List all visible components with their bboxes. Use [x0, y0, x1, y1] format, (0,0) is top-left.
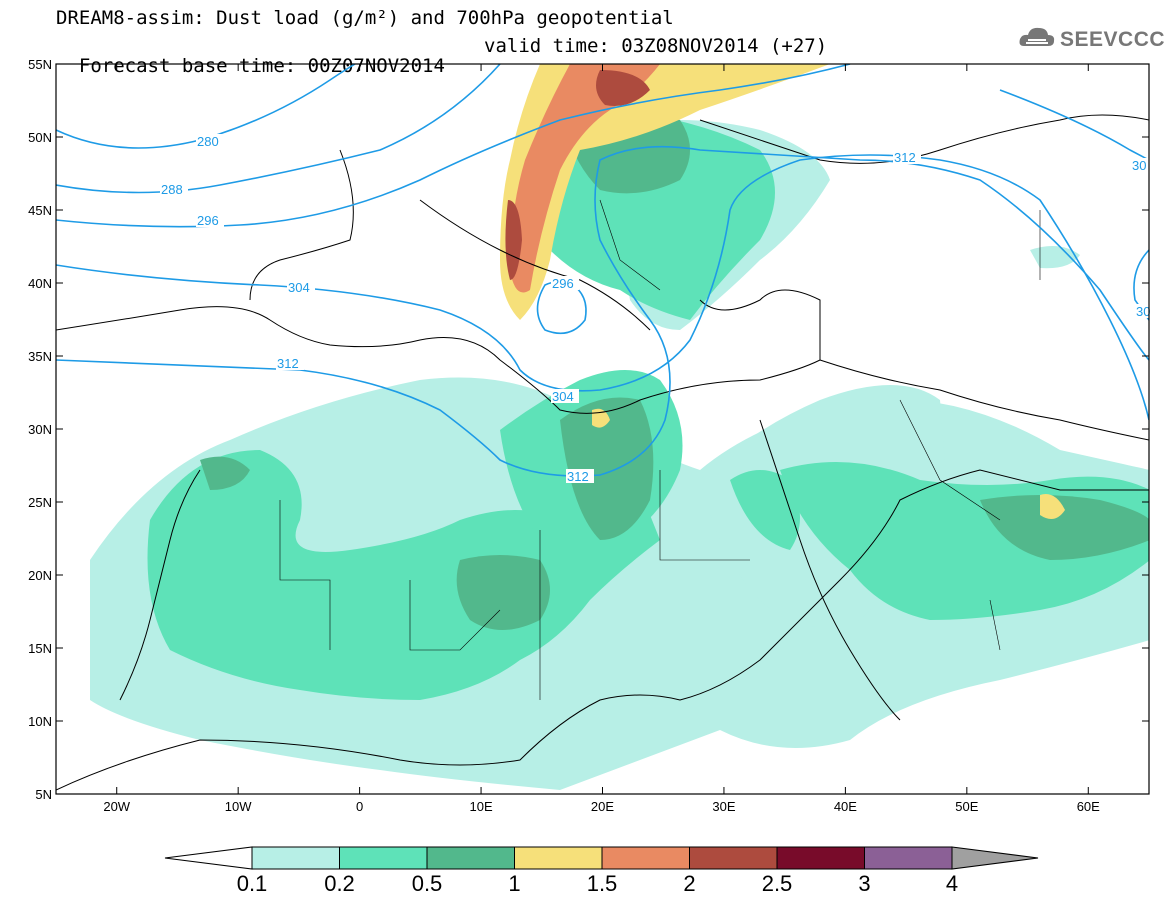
y-tick-label: 5N — [35, 787, 52, 802]
seevccc-logo: SEEVCCC — [1018, 24, 1165, 58]
dust-plume-yellow-gulf — [1040, 494, 1065, 519]
contour-label: 280 — [197, 134, 219, 149]
colorbar-box — [251, 846, 340, 870]
valid-time: valid time: 03Z08NOV2014 (+27) — [484, 35, 828, 57]
contour-label: 312 — [277, 356, 299, 371]
y-tick-label: 20N — [28, 568, 52, 583]
contour-label: 30 — [1136, 304, 1150, 319]
dust-plume-yellow-libya — [592, 408, 610, 428]
contour-east — [999, 89, 1149, 161]
y-tick-label: 40N — [28, 276, 52, 291]
base-time: Forecast base time: 00Z07NOV2014 — [78, 55, 445, 77]
dust-plume-brown — [505, 70, 650, 280]
contour-east-2 — [1133, 249, 1149, 321]
dust-area-dark-arabia — [980, 495, 1149, 560]
dust-area-dark-sahel — [456, 555, 550, 630]
y-tick-label: 35N — [28, 349, 52, 364]
y-tick-label: 50N — [28, 130, 52, 145]
y-tick-label: 10N — [28, 714, 52, 729]
dust-area-dark-west — [200, 456, 250, 490]
x-tick-label: 50E — [955, 799, 978, 814]
x-tick-label: 30E — [712, 799, 735, 814]
colorbar-high-arrow — [951, 846, 1039, 870]
dust-area-dark-corridor — [560, 397, 654, 540]
colorbar-label: 0.1 — [237, 871, 268, 896]
dust-area-light-caucasus — [1030, 246, 1080, 269]
contour-label: 288 — [161, 182, 183, 197]
colorbar: 0.1 0.2 0.5 1 1.5 2 2.5 3 4 — [164, 846, 1039, 896]
x-tick-label: 60E — [1077, 799, 1100, 814]
dust-load-field — [56, 64, 1149, 791]
y-tick-label: 30N — [28, 422, 52, 437]
y-tick-label: 45N — [28, 203, 52, 218]
contour-labels: 280 288 296 304 312 296 304 312 312 30 3… — [160, 134, 1150, 484]
x-tick-label: 20E — [591, 799, 614, 814]
contour-312 — [56, 145, 1149, 477]
contour-label: 304 — [552, 389, 574, 404]
map-title: DREAM8-assim: Dust load (g/m²) and 700hP… — [56, 7, 674, 29]
colorbar-box — [601, 846, 690, 870]
colorbar-box — [864, 846, 953, 870]
dust-plume-orange — [510, 64, 660, 293]
colorbar-label: 2 — [683, 871, 695, 896]
contour-288 — [56, 64, 501, 194]
y-tick-label: 25N — [28, 495, 52, 510]
colorbar-label: 0.5 — [412, 871, 443, 896]
contour-label: 312 — [894, 150, 916, 165]
colorbar-box — [426, 846, 515, 870]
y-tick-label: 55N — [28, 57, 52, 72]
y-tick-label: 15N — [28, 641, 52, 656]
x-axis: 20W 10W 0 10E 20E 30E 40E 50E 60E — [103, 64, 1100, 814]
country-borders — [279, 199, 1041, 700]
colorbar-label: 1 — [508, 871, 520, 896]
colorbar-box — [689, 846, 778, 870]
colorbar-label: 1.5 — [587, 871, 618, 896]
colorbar-box — [776, 846, 865, 870]
colorbar-label: 2.5 — [762, 871, 793, 896]
contour-label: 296 — [197, 213, 219, 228]
x-tick-label: 0 — [356, 799, 363, 814]
x-tick-label: 40E — [834, 799, 857, 814]
contour-label: 296 — [552, 276, 574, 291]
contour-label: 312 — [567, 469, 589, 484]
x-tick-label: 10W — [225, 799, 252, 814]
cloud-logo-icon — [1019, 27, 1055, 46]
colorbar-label: 0.2 — [324, 871, 355, 896]
y-axis: 55N 50N 45N 40N 35N 30N 25N 20N 15N 10N 5N — [28, 57, 1149, 802]
colorbar-low-arrow — [164, 846, 253, 870]
colorbar-box — [514, 846, 603, 870]
contour-304 — [56, 154, 1149, 421]
contour-280 — [56, 64, 356, 149]
colorbar-label: 4 — [946, 871, 958, 896]
colorbar-box — [339, 846, 428, 870]
colorbar-label: 3 — [858, 871, 870, 896]
x-tick-label: 10E — [469, 799, 492, 814]
x-tick-label: 20W — [103, 799, 130, 814]
contour-label: 304 — [288, 280, 310, 295]
forecast-times: Forecast base time: 00Z07NOV2014 valid t… — [56, 36, 827, 96]
coastlines — [56, 114, 1149, 791]
contour-label: 30 — [1132, 158, 1146, 173]
dust-area-medium-gulf — [730, 470, 800, 550]
